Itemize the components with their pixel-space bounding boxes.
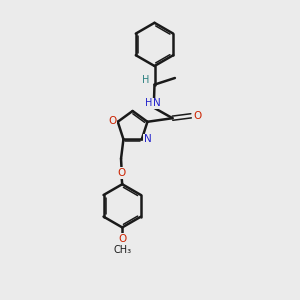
Text: H: H (142, 75, 150, 85)
Text: O: O (118, 233, 126, 244)
Text: O: O (193, 111, 201, 121)
Text: O: O (108, 116, 116, 126)
Text: CH₃: CH₃ (113, 244, 131, 255)
Text: N: N (144, 134, 152, 144)
Text: N: N (153, 98, 161, 108)
Text: O: O (118, 168, 126, 178)
Text: H: H (145, 98, 152, 108)
